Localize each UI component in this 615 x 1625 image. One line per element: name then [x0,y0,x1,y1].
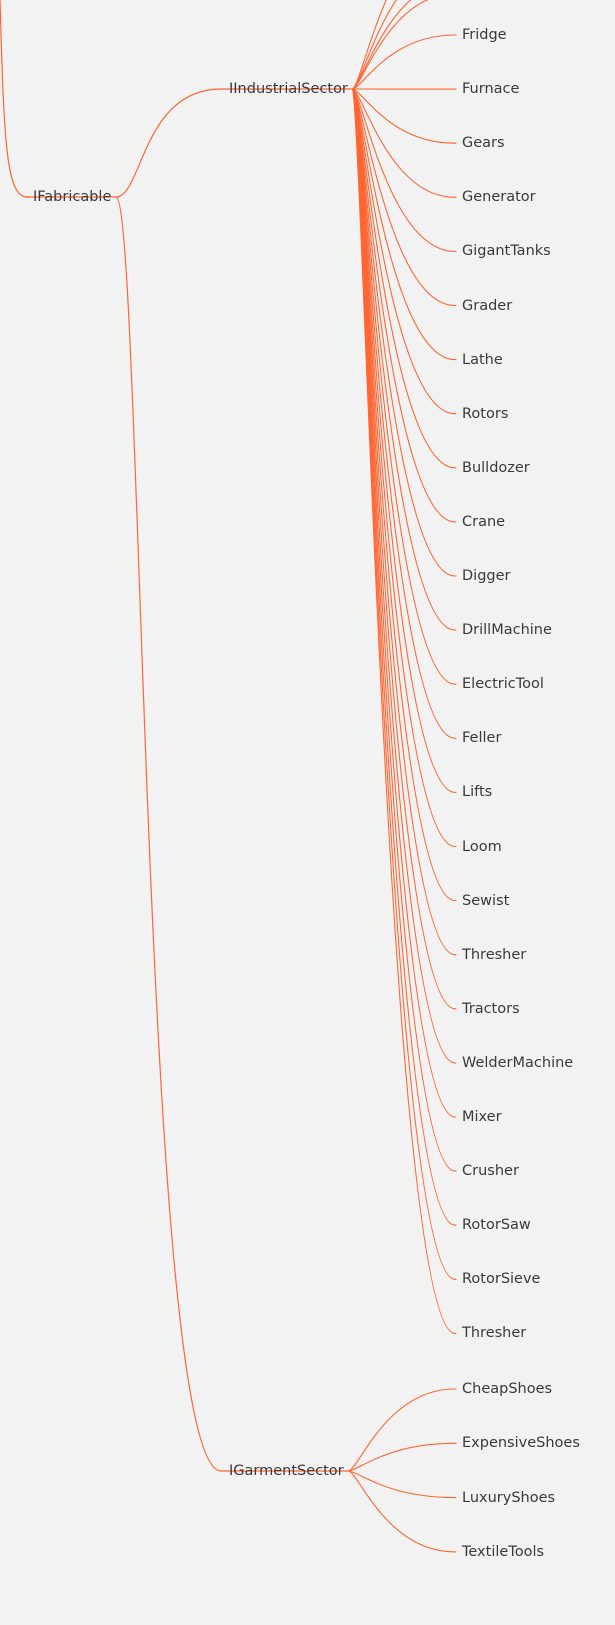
leaf-node[interactable]: Crane [462,513,506,530]
edge [351,0,429,90]
edge [351,88,456,1334]
edge [351,88,456,198]
leaf-node[interactable]: Grader [462,297,513,314]
edge [347,1388,456,1472]
edge [347,1470,456,1553]
leaf-node[interactable]: Thresher [462,1325,527,1342]
edge [347,1470,456,1499]
leaf-node[interactable]: GigantTanks [462,243,551,260]
root-node[interactable]: IFabricable [33,188,112,205]
leaf-node[interactable]: RotorSaw [462,1216,531,1233]
edge [351,88,456,144]
edge [115,196,222,1472]
leaf-node[interactable]: Lifts [462,784,493,801]
leaf-node[interactable]: Digger [462,567,511,584]
leaf-node[interactable]: Bulldozer [462,459,530,476]
leaf-node[interactable]: Feller [462,730,502,747]
leaf-node[interactable]: Fridge [462,26,507,43]
leaf-node[interactable]: Loom [462,838,502,855]
leaf-node[interactable]: Tractors [462,1000,520,1017]
leaf-node[interactable]: Generator [462,189,536,206]
leaf-node[interactable]: Thresher [462,946,527,963]
leaf-node[interactable]: Furnace [462,80,520,97]
branch-node-industrial-sector[interactable]: IIndustrialSector [229,80,348,97]
leaf-node[interactable]: Crusher [462,1162,519,1179]
leaf-node[interactable]: Gears [462,134,505,151]
edge [0,0,30,198]
branch-node-garment-sector[interactable]: IGarmentSector [229,1462,344,1479]
leaf-node[interactable]: Lathe [462,351,503,368]
edge [351,88,456,252]
leaf-node[interactable]: Rotors [462,405,509,422]
leaf-node[interactable]: DrillMachine [462,621,552,638]
edge [351,34,456,90]
leaf-node[interactable]: LuxuryShoes [462,1489,556,1506]
leaf-node[interactable]: ExpensiveShoes [462,1435,580,1452]
leaf-node[interactable]: Sewist [462,892,510,909]
leaf-node[interactable]: RotorSieve [462,1271,541,1288]
leaf-node[interactable]: WelderMachine [462,1054,574,1071]
edge [351,88,456,307]
leaf-node[interactable]: Mixer [462,1108,502,1125]
leaf-node[interactable]: TextileTools [462,1543,545,1560]
edge [347,1442,456,1472]
edge [115,88,222,198]
leaf-node[interactable]: CheapShoes [462,1380,553,1397]
leaf-node[interactable]: ElectricTool [462,675,544,692]
